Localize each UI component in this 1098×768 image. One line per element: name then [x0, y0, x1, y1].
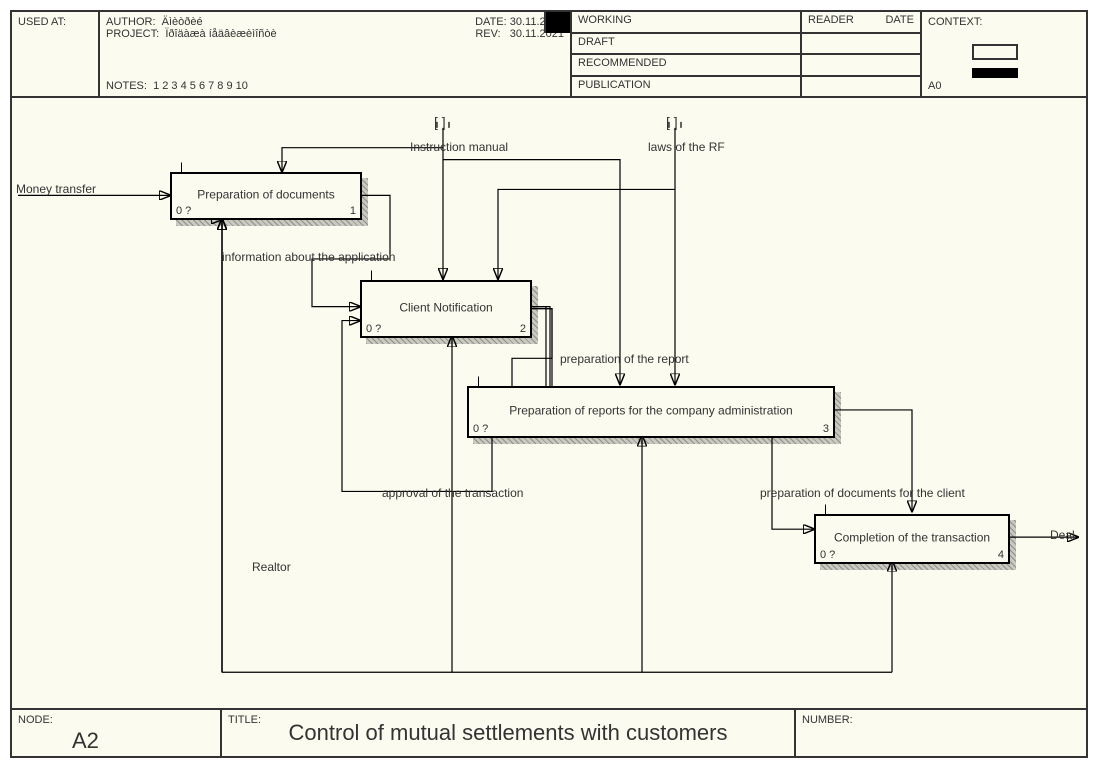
author-label: AUTHOR:: [106, 16, 156, 28]
status-working: WORKING: [572, 12, 802, 32]
lbl-prep: preparation of the report: [560, 352, 689, 366]
ftr-number: NUMBER:: [796, 710, 1086, 756]
box3-title: Preparation of reports for the company a…: [509, 404, 792, 418]
status-recommended: RECOMMENDED: [572, 55, 802, 75]
context-box-icon: [972, 44, 1018, 60]
node-label: NODE:: [18, 714, 53, 726]
box2-br: 2: [520, 323, 526, 335]
date-label: DATE:: [475, 16, 507, 28]
box3-bl: 0 ?: [473, 423, 488, 435]
notes-value: 1 2 3 4 5 6 7 8 9 10: [153, 80, 248, 92]
box2-bl: 0 ?: [366, 323, 381, 335]
box-preparation-docs: Preparation of documents 0 ? 1: [170, 172, 362, 220]
ftr-title: TITLE: Control of mutual settlements wit…: [222, 710, 796, 756]
lbl-prepdoc: preparation of documents for the client: [760, 486, 965, 500]
hdr-usedat: USED AT:: [12, 12, 100, 96]
box1-bl: 0 ?: [176, 205, 191, 217]
status-publication: PUBLICATION: [572, 77, 802, 97]
box4-title: Completion of the transaction: [834, 531, 990, 545]
box1-title: Preparation of documents: [197, 188, 334, 202]
box2-title: Client Notification: [399, 301, 492, 315]
title-value: Control of mutual settlements with custo…: [289, 720, 728, 746]
lbl-laws: laws of the RF: [648, 140, 725, 154]
lbl-manual: Instruction manual: [410, 140, 508, 154]
ftr-node: NODE: A2: [12, 710, 222, 756]
lbl-info: information about the application: [222, 250, 395, 264]
tunnel-icon: [ ]: [434, 114, 446, 130]
project-label: PROJECT:: [106, 28, 159, 40]
project-value: Ïðîäàæà íåäâèæèìîñòè: [165, 28, 276, 40]
author-value: Äìèòðèé: [162, 16, 203, 28]
hdr-status: WORKING READER DATE DRAFT RECOMMENDED PU…: [572, 12, 922, 96]
lbl-deal: Deal: [1050, 528, 1075, 542]
hdr-context: CONTEXT: A0: [922, 12, 1086, 96]
notes-label: NOTES:: [106, 80, 147, 92]
working-marker: [544, 12, 570, 33]
tunnel-icon: [ ]: [666, 114, 678, 130]
rev-label: REV:: [475, 28, 500, 40]
status-draft: DRAFT: [572, 34, 802, 54]
context-label: CONTEXT:: [928, 16, 982, 28]
box1-br: 1: [350, 205, 356, 217]
node-value: A2: [72, 728, 99, 754]
box3-br: 3: [823, 423, 829, 435]
usedat-label: USED AT:: [18, 16, 66, 28]
lbl-appr: approval of the transaction: [382, 486, 523, 500]
reader-label: READER: [808, 14, 854, 30]
box4-bl: 0 ?: [820, 549, 835, 561]
reader-date-label: DATE: [885, 14, 914, 30]
context-bar-icon: [972, 68, 1018, 78]
diagram-canvas: Preparation of documents 0 ? 1 Client No…: [12, 100, 1086, 706]
hdr-info: AUTHOR: Äìèòðèé PROJECT: Ïðîäàæà íåäâèæè…: [100, 12, 572, 96]
header: USED AT: AUTHOR: Äìèòðèé PROJECT: Ïðîäàæ…: [12, 12, 1086, 98]
box-completion: Completion of the transaction 0 ? 4: [814, 514, 1010, 564]
lbl-realtor: Realtor: [252, 560, 291, 574]
idef0-frame: USED AT: AUTHOR: Äìèòðèé PROJECT: Ïðîäàæ…: [10, 10, 1088, 758]
title-label: TITLE:: [228, 714, 261, 726]
lbl-money: Money transfer: [16, 182, 96, 196]
number-label: NUMBER:: [802, 714, 853, 726]
context-code: A0: [928, 80, 941, 92]
box4-br: 4: [998, 549, 1004, 561]
footer: NODE: A2 TITLE: Control of mutual settle…: [12, 708, 1086, 756]
box-reports: Preparation of reports for the company a…: [467, 386, 835, 438]
box-client-notification: Client Notification 0 ? 2: [360, 280, 532, 338]
